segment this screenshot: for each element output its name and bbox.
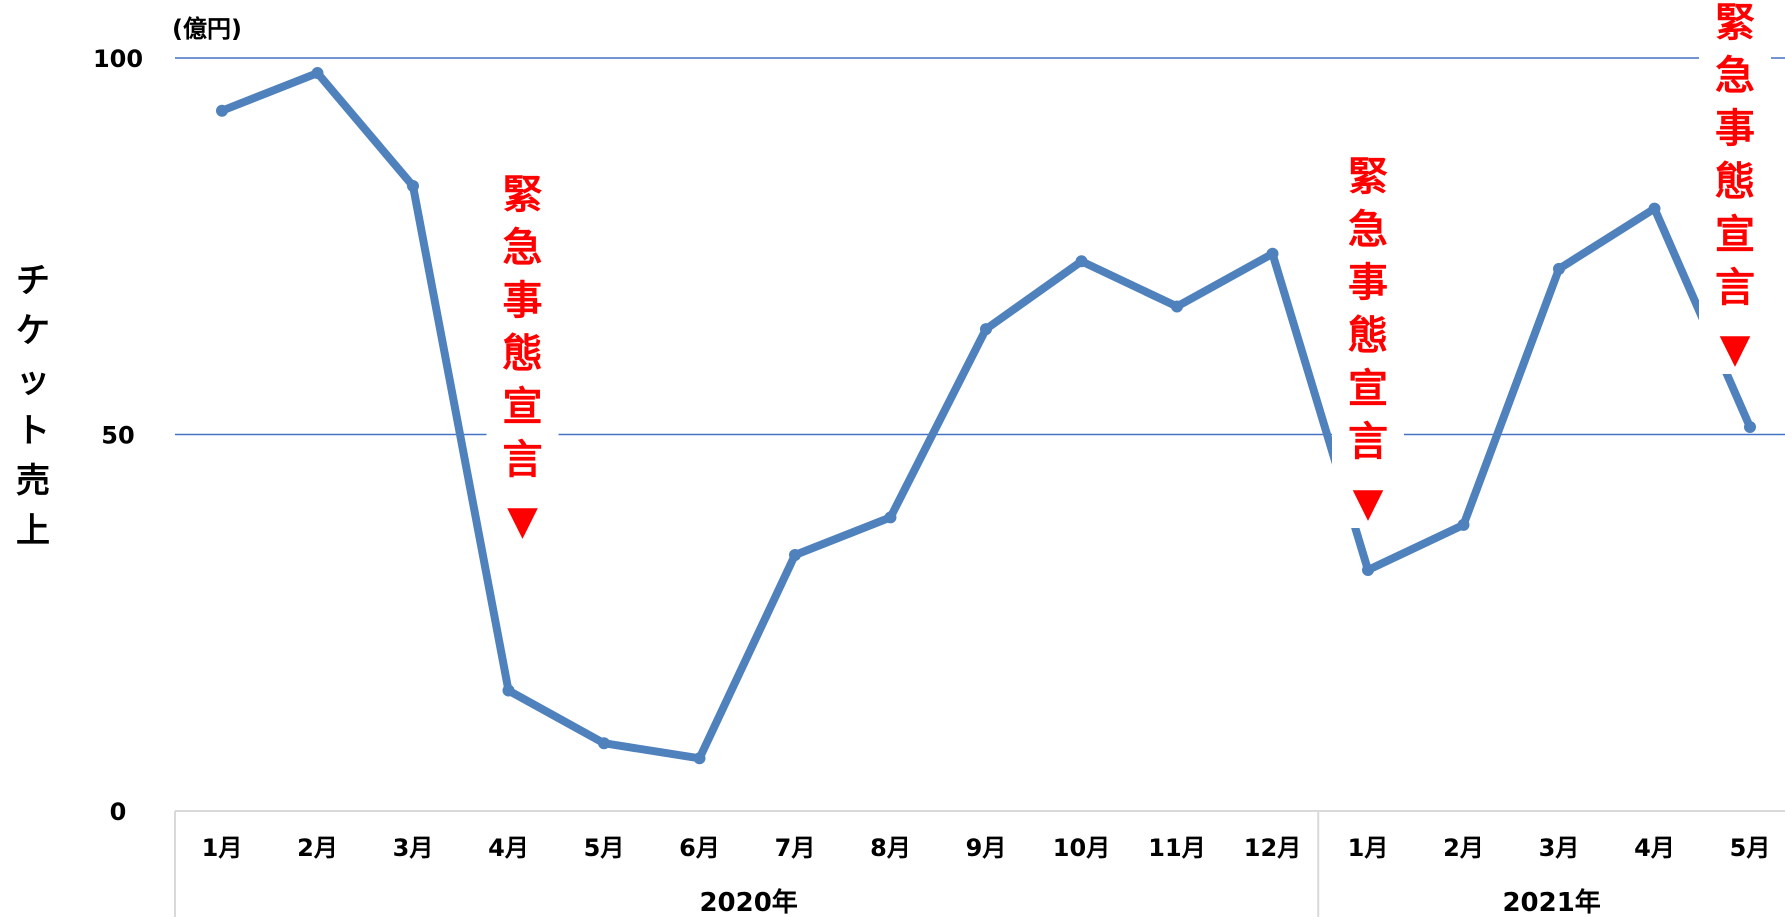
data-point (1171, 300, 1183, 313)
annotation-background (1699, 0, 1771, 374)
x-tick-label: 5月 (1730, 834, 1771, 862)
axes (174, 810, 1785, 917)
x-tick-label: 9月 (966, 834, 1007, 862)
annotation-char: 言 (503, 437, 543, 483)
x-tick-label: 6月 (679, 834, 720, 862)
y-axis-label-char: 上 (16, 511, 50, 551)
annotation-char: 宣 (1348, 366, 1388, 412)
annotation-marker: ▼ (507, 498, 538, 544)
x-tick-label: 5月 (584, 834, 625, 862)
x-tick-label: 12月 (1244, 834, 1301, 862)
annotation-char: 言 (1715, 265, 1755, 311)
annotation-char: 言 (1348, 419, 1388, 465)
data-point (311, 67, 324, 80)
gridlines (175, 57, 1785, 436)
annotation-char: 事 (1715, 106, 1755, 152)
annotation-char: 急 (1348, 207, 1388, 253)
y-axis-label-char: ト (16, 411, 50, 451)
series-line-layer (216, 67, 1756, 765)
x-tick-label: 11月 (1148, 834, 1205, 862)
data-point (1648, 202, 1661, 215)
x-tick-label: 1月 (202, 834, 243, 862)
annotation-marker: ▼ (1720, 326, 1751, 372)
annotation-char: 緊 (1715, 0, 1755, 46)
data-point (789, 548, 801, 561)
data-point (1075, 255, 1088, 268)
annotation-char: 態 (1715, 159, 1755, 205)
data-point (1744, 420, 1756, 433)
annotation-char: 態 (503, 331, 543, 377)
data-point (1266, 247, 1279, 260)
annotation-char: 宣 (503, 384, 543, 430)
x-tick-label: 7月 (775, 834, 816, 862)
y-tick-label: 50 (101, 422, 134, 450)
data-point (407, 180, 419, 193)
annotation-char: 急 (1715, 53, 1755, 99)
year-label: 2021年 (1502, 887, 1600, 917)
data-point (216, 104, 228, 117)
data-point (980, 323, 992, 336)
annotation-background (486, 166, 559, 546)
data-point (884, 511, 897, 524)
annotation-char: 宣 (1715, 212, 1755, 258)
data-point (693, 752, 706, 765)
annotation-char: 緊 (503, 172, 543, 218)
x-tick-label: 10月 (1053, 834, 1110, 862)
data-point (1457, 518, 1470, 531)
y-axis-label-char: ッ (16, 361, 50, 401)
annotation-char: 緊 (1348, 154, 1388, 200)
x-tick-label: 1月 (1348, 834, 1389, 862)
series-line (218, 69, 1754, 763)
annotation-background (1332, 148, 1404, 528)
data-point (1362, 564, 1374, 577)
data-point (1553, 262, 1565, 275)
annotation-char: 急 (503, 225, 543, 271)
x-tick-label: 4月 (488, 834, 529, 862)
y-axis-label-char: ケ (16, 311, 50, 351)
y-axis-label-char: 売 (16, 461, 50, 501)
annotation-char: 事 (1348, 260, 1388, 306)
x-tick-label: 2月 (297, 834, 338, 862)
data-point (598, 737, 610, 750)
annotation-char: 態 (1348, 313, 1388, 359)
x-tick-label: 8月 (870, 834, 911, 862)
y-axis-label-char: チ (16, 261, 50, 301)
x-tick-label: 4月 (1634, 834, 1675, 862)
annotation-char: 事 (503, 278, 543, 324)
x-tick-label: 2月 (1443, 834, 1484, 862)
annotation-marker: ▼ (1353, 480, 1384, 526)
y-tick-label: 100 (93, 45, 143, 73)
x-tick-label: 3月 (1539, 834, 1580, 862)
y-tick-label: 0 (110, 798, 127, 826)
x-tick-label: 3月 (393, 834, 434, 862)
data-point (502, 684, 515, 697)
y-unit-label: (億円) (172, 15, 242, 43)
year-label: 2020年 (699, 887, 797, 917)
